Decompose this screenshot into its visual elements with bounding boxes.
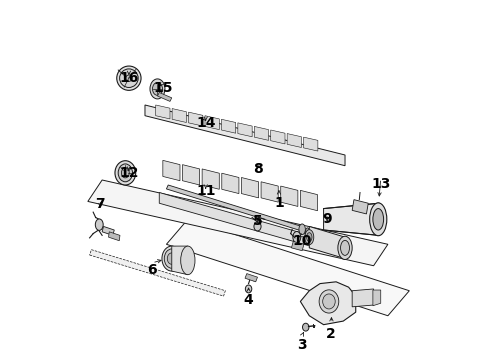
Polygon shape — [157, 93, 172, 102]
Polygon shape — [88, 180, 388, 266]
Ellipse shape — [118, 164, 132, 182]
Polygon shape — [172, 109, 186, 122]
Polygon shape — [292, 242, 304, 251]
Ellipse shape — [115, 161, 136, 185]
Polygon shape — [109, 232, 120, 241]
Polygon shape — [300, 190, 318, 211]
Text: 5: 5 — [253, 214, 262, 228]
Ellipse shape — [122, 168, 129, 178]
Ellipse shape — [299, 224, 305, 235]
Ellipse shape — [245, 285, 252, 293]
Polygon shape — [254, 126, 269, 140]
Polygon shape — [205, 116, 220, 130]
Ellipse shape — [305, 230, 314, 245]
Polygon shape — [221, 119, 236, 133]
Text: 4: 4 — [244, 293, 253, 307]
Polygon shape — [189, 112, 203, 126]
Ellipse shape — [150, 79, 165, 99]
Polygon shape — [156, 105, 170, 119]
Ellipse shape — [369, 203, 387, 236]
Polygon shape — [373, 290, 381, 306]
Text: 6: 6 — [147, 263, 157, 277]
Polygon shape — [202, 169, 220, 189]
Text: 9: 9 — [322, 212, 332, 226]
Polygon shape — [270, 130, 285, 144]
Ellipse shape — [293, 231, 301, 243]
Ellipse shape — [302, 323, 309, 331]
Polygon shape — [300, 282, 356, 325]
Polygon shape — [245, 274, 258, 282]
Text: 12: 12 — [119, 166, 139, 180]
Polygon shape — [163, 160, 180, 181]
Text: 8: 8 — [253, 162, 262, 176]
Polygon shape — [261, 182, 278, 202]
Text: 16: 16 — [119, 71, 139, 85]
Ellipse shape — [120, 69, 138, 87]
Polygon shape — [145, 105, 345, 166]
Ellipse shape — [338, 236, 352, 260]
Text: 11: 11 — [196, 184, 216, 198]
Ellipse shape — [254, 222, 261, 231]
Ellipse shape — [162, 246, 182, 271]
Ellipse shape — [152, 82, 163, 95]
Ellipse shape — [164, 249, 179, 268]
Polygon shape — [90, 249, 225, 296]
Polygon shape — [159, 193, 317, 248]
Ellipse shape — [319, 290, 339, 313]
Polygon shape — [242, 177, 259, 198]
Polygon shape — [323, 203, 379, 235]
Ellipse shape — [323, 294, 335, 309]
Ellipse shape — [307, 233, 312, 242]
Ellipse shape — [305, 228, 310, 236]
Text: 2: 2 — [326, 327, 336, 341]
Ellipse shape — [126, 75, 132, 81]
Polygon shape — [287, 134, 301, 148]
Ellipse shape — [96, 219, 103, 230]
Text: 10: 10 — [293, 234, 312, 248]
Polygon shape — [309, 226, 345, 258]
Text: 3: 3 — [297, 338, 307, 352]
Ellipse shape — [167, 253, 176, 264]
Polygon shape — [222, 173, 239, 194]
Polygon shape — [102, 226, 114, 235]
Text: 7: 7 — [96, 197, 105, 211]
Polygon shape — [352, 289, 373, 307]
Polygon shape — [167, 219, 409, 316]
Ellipse shape — [341, 240, 349, 255]
Ellipse shape — [181, 246, 195, 275]
Polygon shape — [281, 186, 298, 206]
Text: 14: 14 — [196, 116, 216, 130]
Text: 1: 1 — [274, 196, 284, 210]
Ellipse shape — [117, 66, 141, 90]
Text: 15: 15 — [153, 81, 172, 95]
Polygon shape — [238, 123, 252, 137]
Polygon shape — [304, 137, 318, 151]
Polygon shape — [352, 200, 368, 214]
Polygon shape — [182, 165, 199, 185]
Polygon shape — [172, 246, 188, 275]
Ellipse shape — [373, 208, 384, 230]
Polygon shape — [167, 185, 304, 231]
Text: 13: 13 — [371, 176, 391, 190]
